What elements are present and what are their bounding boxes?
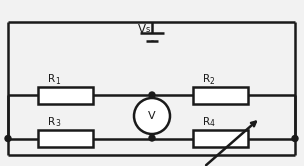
Text: R: R <box>48 74 55 84</box>
Text: R: R <box>203 117 210 127</box>
Text: R: R <box>203 74 210 84</box>
Text: V: V <box>138 23 146 36</box>
Circle shape <box>134 98 170 134</box>
Circle shape <box>5 135 11 141</box>
Text: s: s <box>146 25 150 34</box>
Circle shape <box>149 135 155 141</box>
Circle shape <box>149 92 155 98</box>
Bar <box>193 130 248 147</box>
Bar <box>38 87 93 104</box>
Text: 3: 3 <box>55 120 60 128</box>
Circle shape <box>292 135 298 141</box>
Text: 4: 4 <box>210 120 215 128</box>
Bar <box>38 130 93 147</box>
Text: V: V <box>148 111 156 121</box>
Bar <box>193 87 248 104</box>
Text: 2: 2 <box>210 77 215 85</box>
Text: R: R <box>48 117 55 127</box>
Text: 1: 1 <box>55 77 60 85</box>
